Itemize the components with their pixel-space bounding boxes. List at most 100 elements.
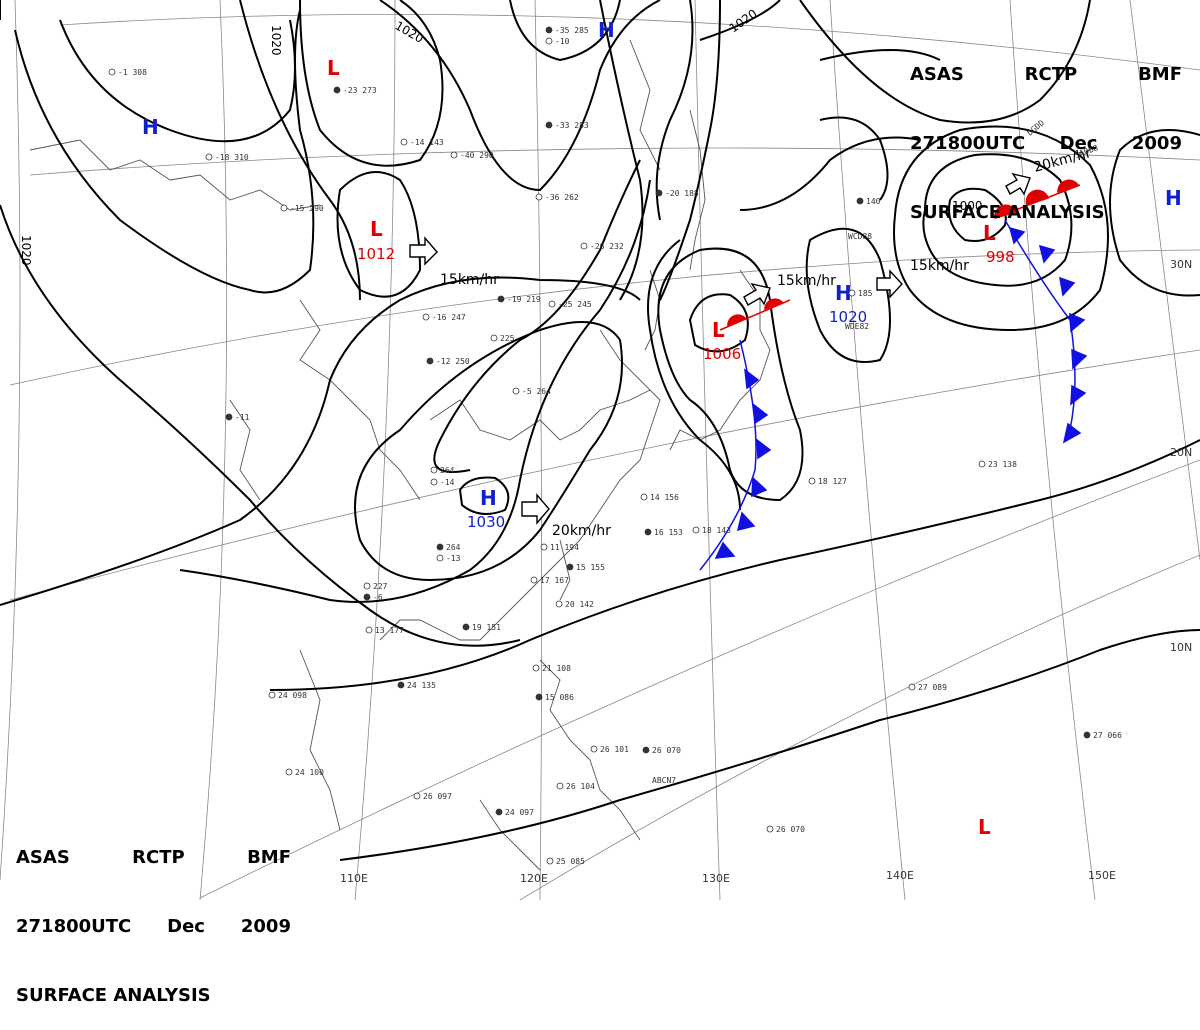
station-plot: 24 135 — [397, 681, 436, 690]
graticule-labels: 110E 120E 130E 140E 150E 30N 20N 10N — [340, 258, 1192, 885]
station-plot: -20 188 — [655, 189, 699, 198]
header-station: RCTP — [1024, 64, 1078, 85]
station-plot: -25 245 — [548, 300, 592, 309]
station-circle — [205, 153, 213, 161]
station-circle — [225, 413, 233, 421]
station-circle — [532, 664, 540, 672]
weather-map: 1020 1020 1020 1020 1000 — [0, 0, 1200, 900]
isobar-label: 1000 — [952, 199, 983, 213]
station-value: 26 070 — [776, 825, 805, 834]
station-plot: 16 153 — [644, 528, 683, 537]
longitude-label: 150E — [1088, 869, 1116, 882]
station-circle — [333, 86, 341, 94]
longitude-label: 110E — [340, 872, 368, 885]
station-circle — [436, 554, 444, 562]
station-circle — [512, 387, 520, 395]
coastlines — [29, 39, 771, 871]
pressure-centers: H L H L 1012 H 1030 L 1006 H 1020 L 998 … — [142, 18, 1182, 839]
station-circle — [808, 477, 816, 485]
station-plot: -36 262 — [535, 193, 579, 202]
station-value: -15 290 — [290, 204, 324, 213]
station-plot: -16 247 — [422, 313, 466, 322]
station-value: 25 085 — [556, 857, 585, 866]
station-circle — [545, 26, 553, 34]
station-plot: -6 — [363, 593, 383, 602]
pressure-value: 1012 — [357, 245, 395, 263]
pressure-value: 1030 — [467, 513, 505, 531]
station-plot: 140 — [856, 197, 881, 206]
station-circle — [640, 493, 648, 501]
station-value: -13 — [446, 554, 461, 563]
station-plot: 27 089 — [908, 683, 947, 692]
station-plot: 185 — [848, 289, 873, 298]
station-value: -16 247 — [432, 313, 466, 322]
high-pressure-marker: H — [142, 115, 159, 139]
station-observations: -35 285 -10 -1 308 -23 273 -14 143 -40 290 -33… — [108, 26, 1122, 866]
station-value: 24 100 — [295, 768, 324, 777]
station-circle — [545, 37, 553, 45]
station-value: 17 167 — [540, 576, 569, 585]
station-circle — [580, 242, 588, 250]
station-value: 140 — [866, 197, 881, 206]
station-value: -11 — [235, 413, 250, 422]
station-value: 185 — [858, 289, 873, 298]
station-value: -40 290 — [460, 151, 494, 160]
ship-id: WCD88 — [848, 232, 872, 241]
station-value: 16 153 — [654, 528, 683, 537]
station-value: -36 262 — [545, 193, 579, 202]
station-circle — [692, 526, 700, 534]
station-value: 13 177 — [375, 626, 404, 635]
station-circle — [908, 683, 916, 691]
station-plot: 24 100 — [285, 768, 324, 777]
station-circle — [644, 528, 652, 536]
header-code: BMF — [247, 847, 291, 868]
station-plot: 264 — [430, 466, 455, 475]
station-value: 264 — [440, 466, 455, 475]
station-value: 20 142 — [565, 600, 594, 609]
station-circle — [430, 466, 438, 474]
station-circle — [848, 289, 856, 297]
ship-id: WDE82 — [845, 322, 869, 331]
station-plot: 15 155 — [566, 563, 605, 572]
isobar-label: 1020 — [269, 25, 283, 56]
station-value: 27 089 — [918, 683, 947, 692]
station-circle — [413, 792, 421, 800]
station-plot: 27 066 — [1083, 731, 1122, 740]
longitude-label: 130E — [702, 872, 730, 885]
station-value: -35 285 — [555, 26, 589, 35]
header-product: ASAS — [910, 64, 964, 85]
station-circle — [655, 189, 663, 197]
station-plot: -40 290 — [450, 151, 494, 160]
station-circle — [400, 138, 408, 146]
station-circle — [462, 623, 470, 631]
station-circle — [535, 193, 543, 201]
station-value: 18 143 — [702, 526, 731, 535]
station-plot: -10 — [545, 37, 570, 46]
station-plot: 227 — [363, 582, 388, 591]
station-plot: 13 177 — [365, 626, 404, 635]
low-pressure-marker: L — [712, 318, 725, 342]
station-circle — [530, 576, 538, 584]
station-plot: 24 097 — [495, 808, 534, 817]
station-plot: -19 219 — [497, 295, 541, 304]
station-plot: 26 104 — [556, 782, 595, 791]
header-station: RCTP — [132, 847, 185, 868]
station-value: 24 098 — [278, 691, 307, 700]
station-value: -14 — [440, 478, 455, 487]
header-time: 271800UTC — [910, 133, 1026, 154]
station-plot: 26 070 — [642, 746, 681, 755]
station-value: -19 219 — [507, 295, 541, 304]
header-product: ASAS — [16, 847, 70, 868]
high-pressure-marker: H — [598, 18, 615, 42]
station-value: -14 143 — [410, 138, 444, 147]
station-value: 11 194 — [550, 543, 579, 552]
station-circle — [285, 768, 293, 776]
station-circle — [108, 68, 116, 76]
isobar-label: 1020 — [19, 235, 33, 266]
station-circle — [856, 197, 864, 205]
station-value: 225 — [500, 334, 515, 343]
station-value: 26 097 — [423, 792, 452, 801]
low-pressure-marker: L — [978, 815, 991, 839]
station-plot: -35 285 — [545, 26, 589, 35]
warm-front — [719, 179, 1081, 331]
